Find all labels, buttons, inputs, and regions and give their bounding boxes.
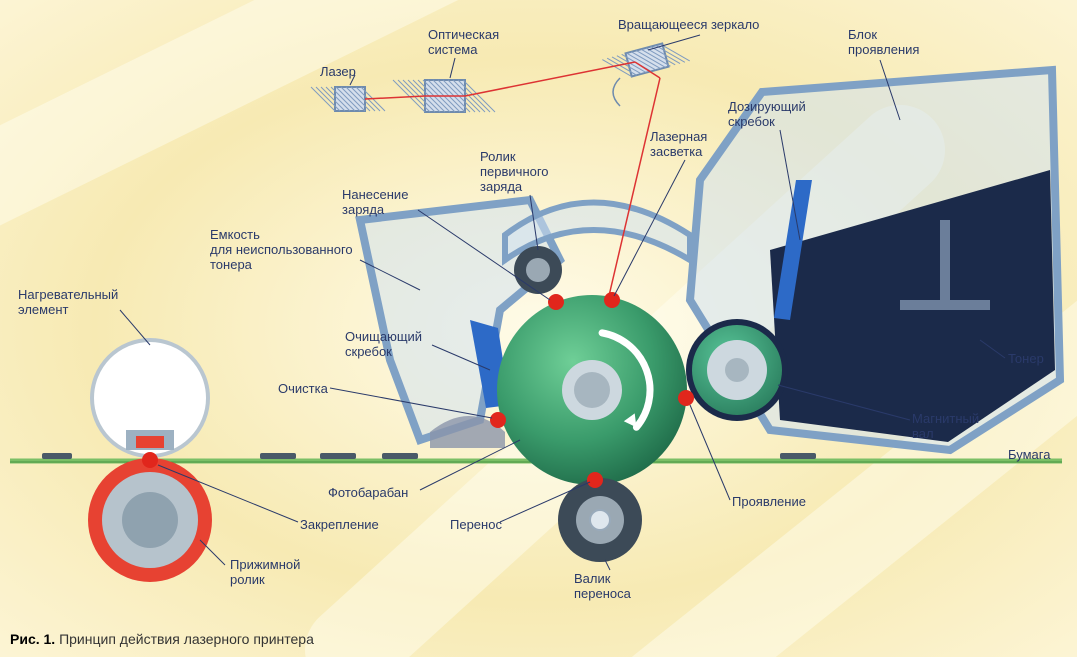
marker-develop — [678, 390, 694, 406]
marker-fuse — [142, 452, 158, 468]
label-paper: Бумага — [1008, 448, 1050, 463]
label-transfer: Перенос — [450, 518, 502, 533]
label-drum: Фотобарабан — [328, 486, 408, 501]
label-clean: Очистка — [278, 382, 328, 397]
marker-clean — [490, 412, 506, 428]
caption-prefix: Рис. 1. — [10, 631, 55, 647]
label-dev_unit: Блок проявления — [848, 28, 919, 58]
label-heater: Нагревательный элемент — [18, 288, 118, 318]
label-develop: Проявление — [732, 495, 806, 510]
label-dose_scraper: Дозирующий скребок — [728, 100, 806, 130]
label-primary: Ролик первичного заряда — [480, 150, 549, 195]
label-optics: Оптическая система — [428, 28, 499, 58]
label-mag_roller: Магнитный вал — [912, 412, 979, 442]
marker-expose — [604, 292, 620, 308]
label-fuse: Закрепление — [300, 518, 379, 533]
label-laser: Лазер — [320, 65, 356, 80]
label-charge_apply: Нанесение заряда — [342, 188, 408, 218]
marker-charge — [548, 294, 564, 310]
label-mirror: Вращающееся зеркало — [618, 18, 759, 33]
marker-transfer — [587, 472, 603, 488]
diagram-canvas — [0, 0, 1077, 657]
label-transfer_roller: Валик переноса — [574, 572, 631, 602]
label-press_roller: Прижимной ролик — [230, 558, 300, 588]
figure-caption: Рис. 1. Принцип действия лазерного принт… — [10, 631, 314, 647]
label-waste: Емкость для неиспользованного тонера — [210, 228, 353, 273]
label-clean_scraper: Очищающий скребок — [345, 330, 422, 360]
label-toner: Тонер — [1008, 352, 1044, 367]
caption-text: Принцип действия лазерного принтера — [55, 631, 314, 647]
label-expose: Лазерная засветка — [650, 130, 707, 160]
